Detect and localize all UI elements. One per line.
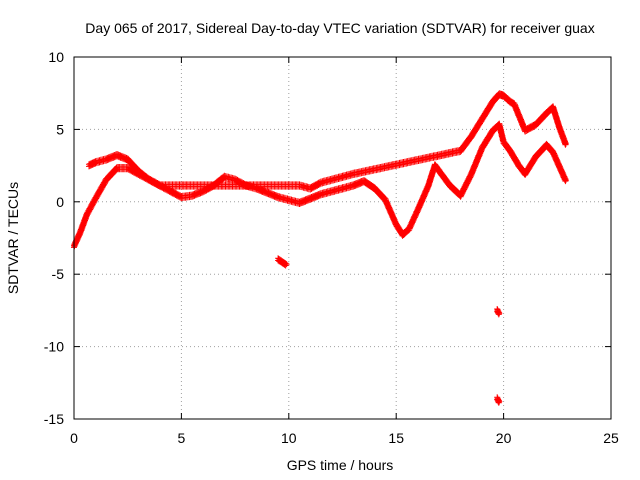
y-tick-label: -15 (44, 411, 64, 427)
x-tick-label: 5 (178, 430, 186, 446)
y-tick-label: -10 (44, 339, 64, 355)
data-points (71, 90, 569, 406)
y-tick-label: 0 (56, 194, 64, 210)
chart-title: Day 065 of 2017, Sidereal Day-to-day VTE… (85, 20, 594, 36)
series-isolated-cluster-3 (494, 394, 503, 406)
x-tick-label: 15 (388, 430, 404, 446)
series-isolated-cluster-1 (275, 255, 290, 269)
x-tick-label: 25 (603, 430, 619, 446)
series-markers (494, 306, 503, 318)
x-tick-label: 0 (70, 430, 78, 446)
y-tick-labels: -15 -10 -5 0 5 10 (44, 49, 64, 427)
x-axis-label: GPS time / hours (287, 457, 394, 473)
series-markers (494, 394, 503, 406)
series-markers (86, 90, 569, 193)
series-isolated-cluster-2 (494, 306, 503, 318)
y-tick-label: 10 (48, 49, 64, 65)
series-upper-trace (86, 90, 569, 193)
axis-ticks (73, 56, 612, 420)
x-tick-labels: 0 5 10 15 20 25 (70, 430, 619, 446)
y-axis-label: SDTVAR / TECUs (5, 182, 21, 294)
y-tick-label: -5 (52, 266, 65, 282)
grid-lines (74, 57, 611, 419)
y-tick-label: 5 (56, 121, 64, 137)
x-tick-label: 20 (496, 430, 512, 446)
series-markers (275, 255, 290, 269)
x-tick-label: 10 (281, 430, 297, 446)
plot-frame (73, 56, 612, 420)
